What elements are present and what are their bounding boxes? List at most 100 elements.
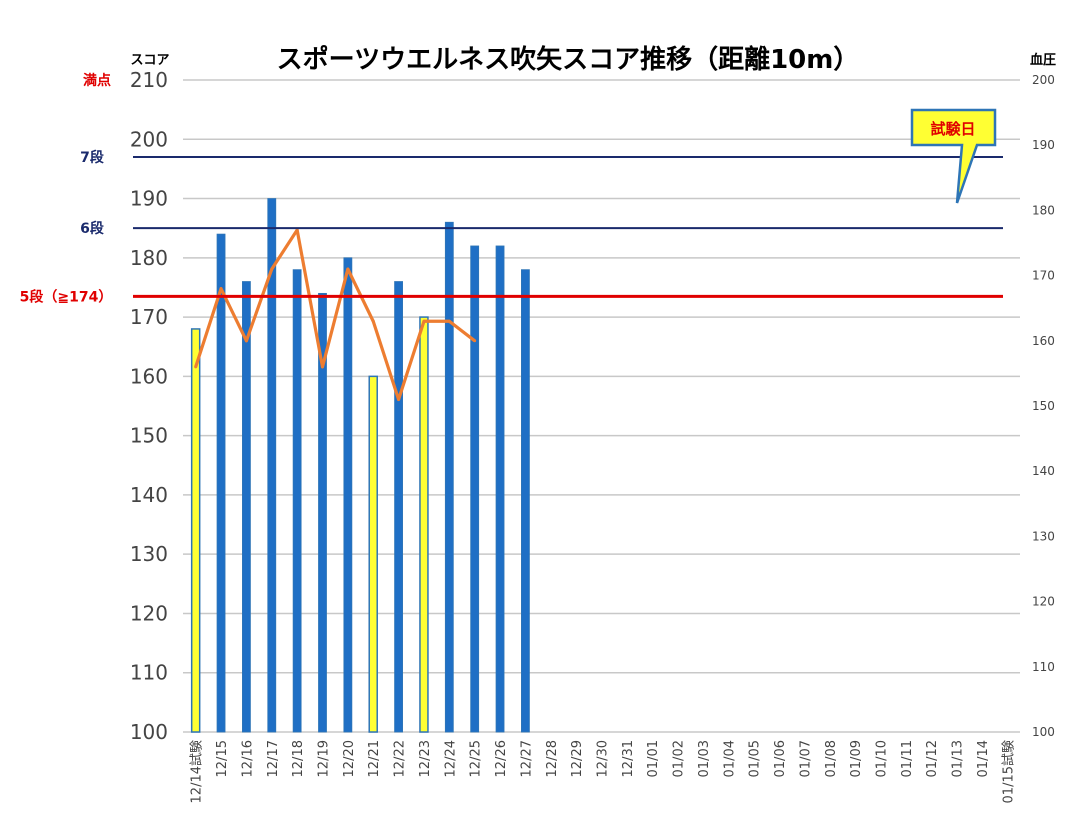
x-tick-label: 01/13 xyxy=(951,740,966,777)
callout-text: 試験日 xyxy=(930,120,975,138)
y2-tick-label: 190 xyxy=(1032,138,1055,152)
x-tick-label: 12/15 xyxy=(215,740,230,777)
y2-tick-label: 140 xyxy=(1032,464,1055,478)
x-tick-label: 12/27 xyxy=(519,740,534,777)
x-tick-label: 01/11 xyxy=(900,740,915,777)
y2-tick-label: 100 xyxy=(1032,725,1055,739)
x-tick-label: 12/26 xyxy=(494,740,509,777)
y2-tick-label: 110 xyxy=(1032,660,1055,674)
bar xyxy=(419,316,429,733)
line-point xyxy=(219,287,223,291)
y-tick-label: 210 xyxy=(130,68,168,92)
x-tick-label: 01/06 xyxy=(773,740,788,777)
y2-axis-title: 血圧 xyxy=(1030,52,1056,68)
line-point xyxy=(321,365,324,369)
x-tick-label: 12/24 xyxy=(443,740,458,777)
bar-series xyxy=(190,198,530,733)
bar xyxy=(267,198,277,733)
line-point xyxy=(473,339,477,343)
reference-label: 満点 xyxy=(83,72,111,89)
y-tick-label: 140 xyxy=(130,483,168,507)
x-tick-label: 12/28 xyxy=(545,740,560,777)
line-path xyxy=(194,228,476,402)
y-tick-label: 200 xyxy=(130,127,168,151)
reference-label: 6段 xyxy=(80,220,104,237)
x-tick-label: 12/22 xyxy=(393,740,408,777)
y2-tick-label: 120 xyxy=(1032,595,1055,609)
y2-tick-label: 150 xyxy=(1032,399,1055,413)
line-series xyxy=(194,228,477,402)
y2-tick-label: 170 xyxy=(1032,269,1055,283)
y-tick-label: 100 xyxy=(130,720,168,744)
chart-title: スポーツウエルネス吹矢スコア推移（距離10m） xyxy=(277,44,860,75)
x-tick-label: 12/18 xyxy=(291,740,306,777)
y-axis-left: 100 110 120 130 140 150 160 170 180 190 200 210 xyxy=(130,68,168,744)
y2-tick-label: 200 xyxy=(1032,73,1055,87)
x-tick-label: 01/12 xyxy=(925,740,940,777)
x-tick-label: 12/14試験 xyxy=(189,740,205,803)
x-tick-label: 12/23 xyxy=(418,740,433,777)
y-axis-right: 100 110 120 130 140 150 160 170 180 190 200 xyxy=(1032,73,1055,739)
line-point xyxy=(371,319,375,323)
x-tick-label: 12/20 xyxy=(342,740,357,777)
x-tick-label: 12/19 xyxy=(317,740,332,777)
x-tick-label: 01/02 xyxy=(672,740,687,777)
bar xyxy=(470,245,480,733)
line-point xyxy=(270,267,274,271)
x-tick-label: 01/09 xyxy=(849,740,864,777)
x-tick-label: 01/10 xyxy=(875,740,890,777)
y-tick-label: 160 xyxy=(130,364,168,388)
x-tick-label: 12/17 xyxy=(266,740,281,777)
bar xyxy=(394,281,403,733)
line-point xyxy=(422,319,426,323)
y-tick-label: 120 xyxy=(130,601,168,625)
y-tick-label: 110 xyxy=(130,661,168,685)
reference-lines: 満点 7段 6段 5段（≧174） xyxy=(20,72,1003,305)
bar xyxy=(343,257,353,733)
line-point xyxy=(447,319,451,323)
bar xyxy=(318,292,327,733)
line-point xyxy=(295,228,299,232)
y2-tick-label: 180 xyxy=(1032,203,1055,217)
bar xyxy=(368,375,378,733)
x-tick-label: 01/14 xyxy=(976,740,991,777)
callout-shape xyxy=(910,108,997,204)
x-tick-label: 01/05 xyxy=(748,740,763,777)
x-tick-label: 01/15試験 xyxy=(1000,740,1016,803)
bar xyxy=(495,245,505,733)
x-axis: 12/14試験 12/15 12/16 12/17 12/18 12/19 12/20 12/… xyxy=(189,740,1017,803)
y-tick-label: 150 xyxy=(130,424,168,448)
line-point xyxy=(244,339,248,343)
y2-tick-label: 130 xyxy=(1032,529,1055,543)
line-point xyxy=(397,397,401,401)
x-tick-label: 12/30 xyxy=(596,740,611,777)
reference-label: 5段（≧174） xyxy=(20,288,113,305)
bar xyxy=(521,269,530,733)
test-day-callout: 試験日 xyxy=(910,108,997,204)
x-tick-label: 12/29 xyxy=(570,740,585,777)
x-tick-label: 01/03 xyxy=(697,740,712,777)
bar xyxy=(242,281,251,733)
x-tick-label: 12/31 xyxy=(621,740,636,777)
line-point xyxy=(194,365,198,369)
bar xyxy=(216,233,226,733)
x-tick-label: 12/21 xyxy=(367,740,382,777)
y2-tick-label: 160 xyxy=(1032,334,1055,348)
y-tick-label: 190 xyxy=(130,187,168,211)
x-tick-label: 12/16 xyxy=(240,740,255,777)
grid xyxy=(183,79,1020,733)
y-axis-title: スコア xyxy=(130,53,169,68)
y-tick-label: 170 xyxy=(130,305,168,329)
bar xyxy=(444,221,454,733)
y-tick-label: 130 xyxy=(130,542,168,566)
y-tick-label: 180 xyxy=(130,246,168,270)
x-tick-label: 01/07 xyxy=(798,740,813,777)
bar xyxy=(292,269,302,733)
bar xyxy=(190,328,201,733)
x-tick-label: 01/04 xyxy=(722,740,737,777)
line-point xyxy=(346,267,350,271)
reference-label: 7段 xyxy=(80,149,104,166)
x-tick-label: 01/08 xyxy=(824,740,839,777)
x-tick-label: 12/25 xyxy=(469,740,484,777)
